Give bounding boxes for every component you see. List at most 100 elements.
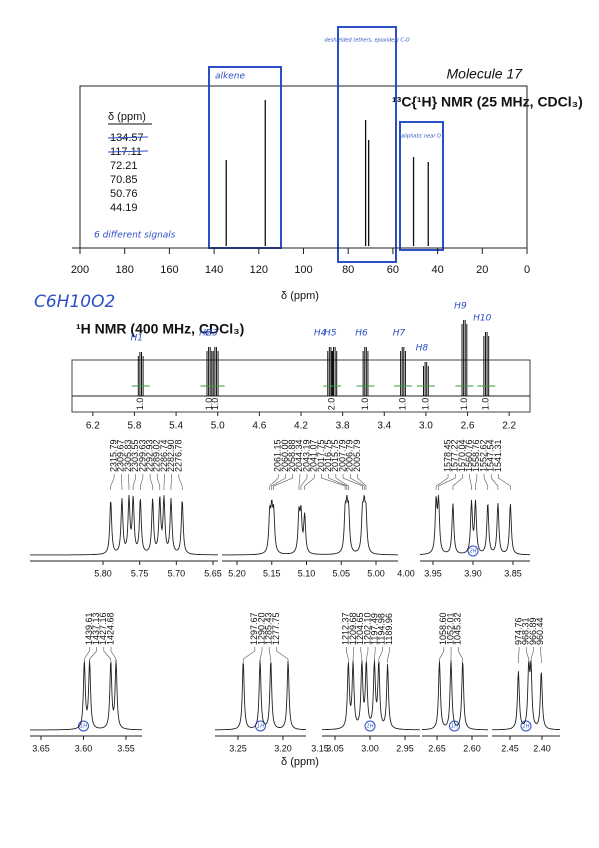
deshielded-box xyxy=(337,26,397,263)
x-tick-label: 5.20 xyxy=(228,568,246,578)
alkene-box xyxy=(208,66,282,249)
h1-x-label: δ (ppm) xyxy=(281,756,319,768)
leader-line xyxy=(439,647,445,663)
x-tick-label: 0 xyxy=(524,264,530,276)
integral-label: 1.0 xyxy=(397,398,407,411)
peak-hz-label: 1541.31 xyxy=(493,439,503,472)
x-tick-label: 3.90 xyxy=(464,568,482,578)
leader-line xyxy=(352,647,354,663)
x-tick-label: 5.65 xyxy=(204,568,222,578)
signal-label: H3 xyxy=(205,329,218,339)
x-tick-label: 20 xyxy=(476,264,488,276)
spectrum-trace xyxy=(492,659,560,731)
signal-label: H6 xyxy=(355,329,368,339)
leader-line xyxy=(149,474,153,490)
x-tick-label: 3.05 xyxy=(326,743,344,753)
aliphatic-box xyxy=(399,121,444,251)
spectrum-trace xyxy=(322,659,420,731)
peak-hz-label: 2299.63 xyxy=(137,439,147,472)
x-tick-label: 200 xyxy=(71,264,89,276)
peak-hz-label: 1204.65 xyxy=(355,612,365,645)
peak-hz-label: 2015.75 xyxy=(330,439,340,472)
leader-line xyxy=(110,647,117,663)
peak-hz-label: 2305.83 xyxy=(123,439,133,472)
peak-hz-label: 1290.20 xyxy=(256,612,266,645)
peak-hz-label: 1285.43 xyxy=(264,612,274,645)
x-tick-label: 3.00 xyxy=(361,743,379,753)
leader-line xyxy=(490,474,499,490)
integral-label: 1.0 xyxy=(204,398,214,411)
x-tick-label: 4.6 xyxy=(252,421,266,432)
leader-line xyxy=(435,474,449,490)
note-circle xyxy=(78,720,89,732)
x-tick-label: 3.4 xyxy=(377,421,391,432)
x-tick-label: 40 xyxy=(431,264,443,276)
x-tick-label: 100 xyxy=(294,264,312,276)
note-circle xyxy=(467,545,479,557)
x-tick-label: 5.0 xyxy=(211,421,225,432)
peak-hz-label: 2282.90 xyxy=(166,439,176,472)
peak-hz-label: 2292.93 xyxy=(144,439,154,472)
peak-hz-label: 2005.79 xyxy=(352,439,362,472)
x-tick-label: 5.70 xyxy=(168,568,186,578)
x-tick-label: 5.15 xyxy=(263,568,281,578)
note: 2H xyxy=(470,549,477,555)
c13-x-label: δ (ppm) xyxy=(281,290,319,302)
leader-line xyxy=(120,474,123,490)
integral-label: 1.0 xyxy=(135,398,145,411)
x-tick-label: 2.6 xyxy=(461,421,475,432)
x-tick-label: 3.85 xyxy=(504,568,522,578)
leader-line xyxy=(163,474,165,490)
peak-hz-label: 2017.75 xyxy=(316,439,326,472)
x-tick-label: 2.45 xyxy=(501,743,519,753)
peak-hz-label: 1277.75 xyxy=(271,612,281,645)
peak-hz-label: 1297.67 xyxy=(249,612,259,645)
x-tick-label: 80 xyxy=(342,264,354,276)
x-tick-label: 5.75 xyxy=(131,568,149,578)
peak-hz-label: 1578.45 xyxy=(442,439,452,472)
peak-hz-label: 1202.10 xyxy=(362,612,372,645)
peak-hz-label: 1212.37 xyxy=(341,612,351,645)
h1-title: ¹H NMR (400 MHz, CDCl₃) xyxy=(76,321,244,337)
signal-label: H9 xyxy=(454,302,467,312)
leader-line xyxy=(321,474,346,490)
x-tick-label: 3.25 xyxy=(229,743,247,753)
peak-hz-label: 1427.16 xyxy=(98,612,108,645)
x-tick-label: 2.65 xyxy=(428,743,446,753)
peak-hz-label: 966.89 xyxy=(528,617,538,645)
c13-frame xyxy=(79,85,528,249)
leader-line xyxy=(498,474,511,490)
strike xyxy=(107,136,149,139)
integral-label: 1.0 xyxy=(481,398,491,411)
annotation: 6 different signals xyxy=(94,231,176,241)
peak-hz-label: 1552.62 xyxy=(478,439,488,472)
spectrum-trace xyxy=(419,494,530,556)
leader-line xyxy=(89,647,97,663)
peak-hz-label: 1560.76 xyxy=(464,439,474,472)
peak-hz-label: 1197.49 xyxy=(370,613,380,645)
peak-hz-label: 2276.78 xyxy=(173,439,183,472)
leader-line xyxy=(387,647,390,663)
peak-hz-label: 2303.55 xyxy=(130,439,140,472)
peak-hz-label: 2060.00 xyxy=(280,439,290,472)
peak-hz-label: 1045.32 xyxy=(453,612,463,645)
x-tick-label: 5.80 xyxy=(94,568,112,578)
leader-line xyxy=(540,647,542,663)
peak-hz-label: 1437.13 xyxy=(91,612,101,645)
integral-label: 1.0 xyxy=(459,398,469,411)
leader-line xyxy=(328,474,348,490)
break-label: 4.00 xyxy=(397,568,415,578)
c13-title: ¹³C{¹H} NMR (25 MHz, CDCl₃) xyxy=(392,94,583,110)
note: 1H xyxy=(451,724,458,730)
peak-hz-label: 2043.19 xyxy=(301,439,311,472)
molecule-label: Molecule 17 xyxy=(447,66,524,82)
x-tick-label: 5.4 xyxy=(169,421,183,432)
peak-hz-label: 2044.34 xyxy=(294,439,304,472)
leader-line xyxy=(483,474,489,490)
leader-line xyxy=(300,474,308,490)
x-tick-label: 180 xyxy=(116,264,134,276)
leader-line xyxy=(357,474,367,490)
leader-line xyxy=(140,474,144,490)
x-tick-label: 2.2 xyxy=(502,421,516,432)
c13-table-header: δ (ppm) xyxy=(108,111,146,123)
